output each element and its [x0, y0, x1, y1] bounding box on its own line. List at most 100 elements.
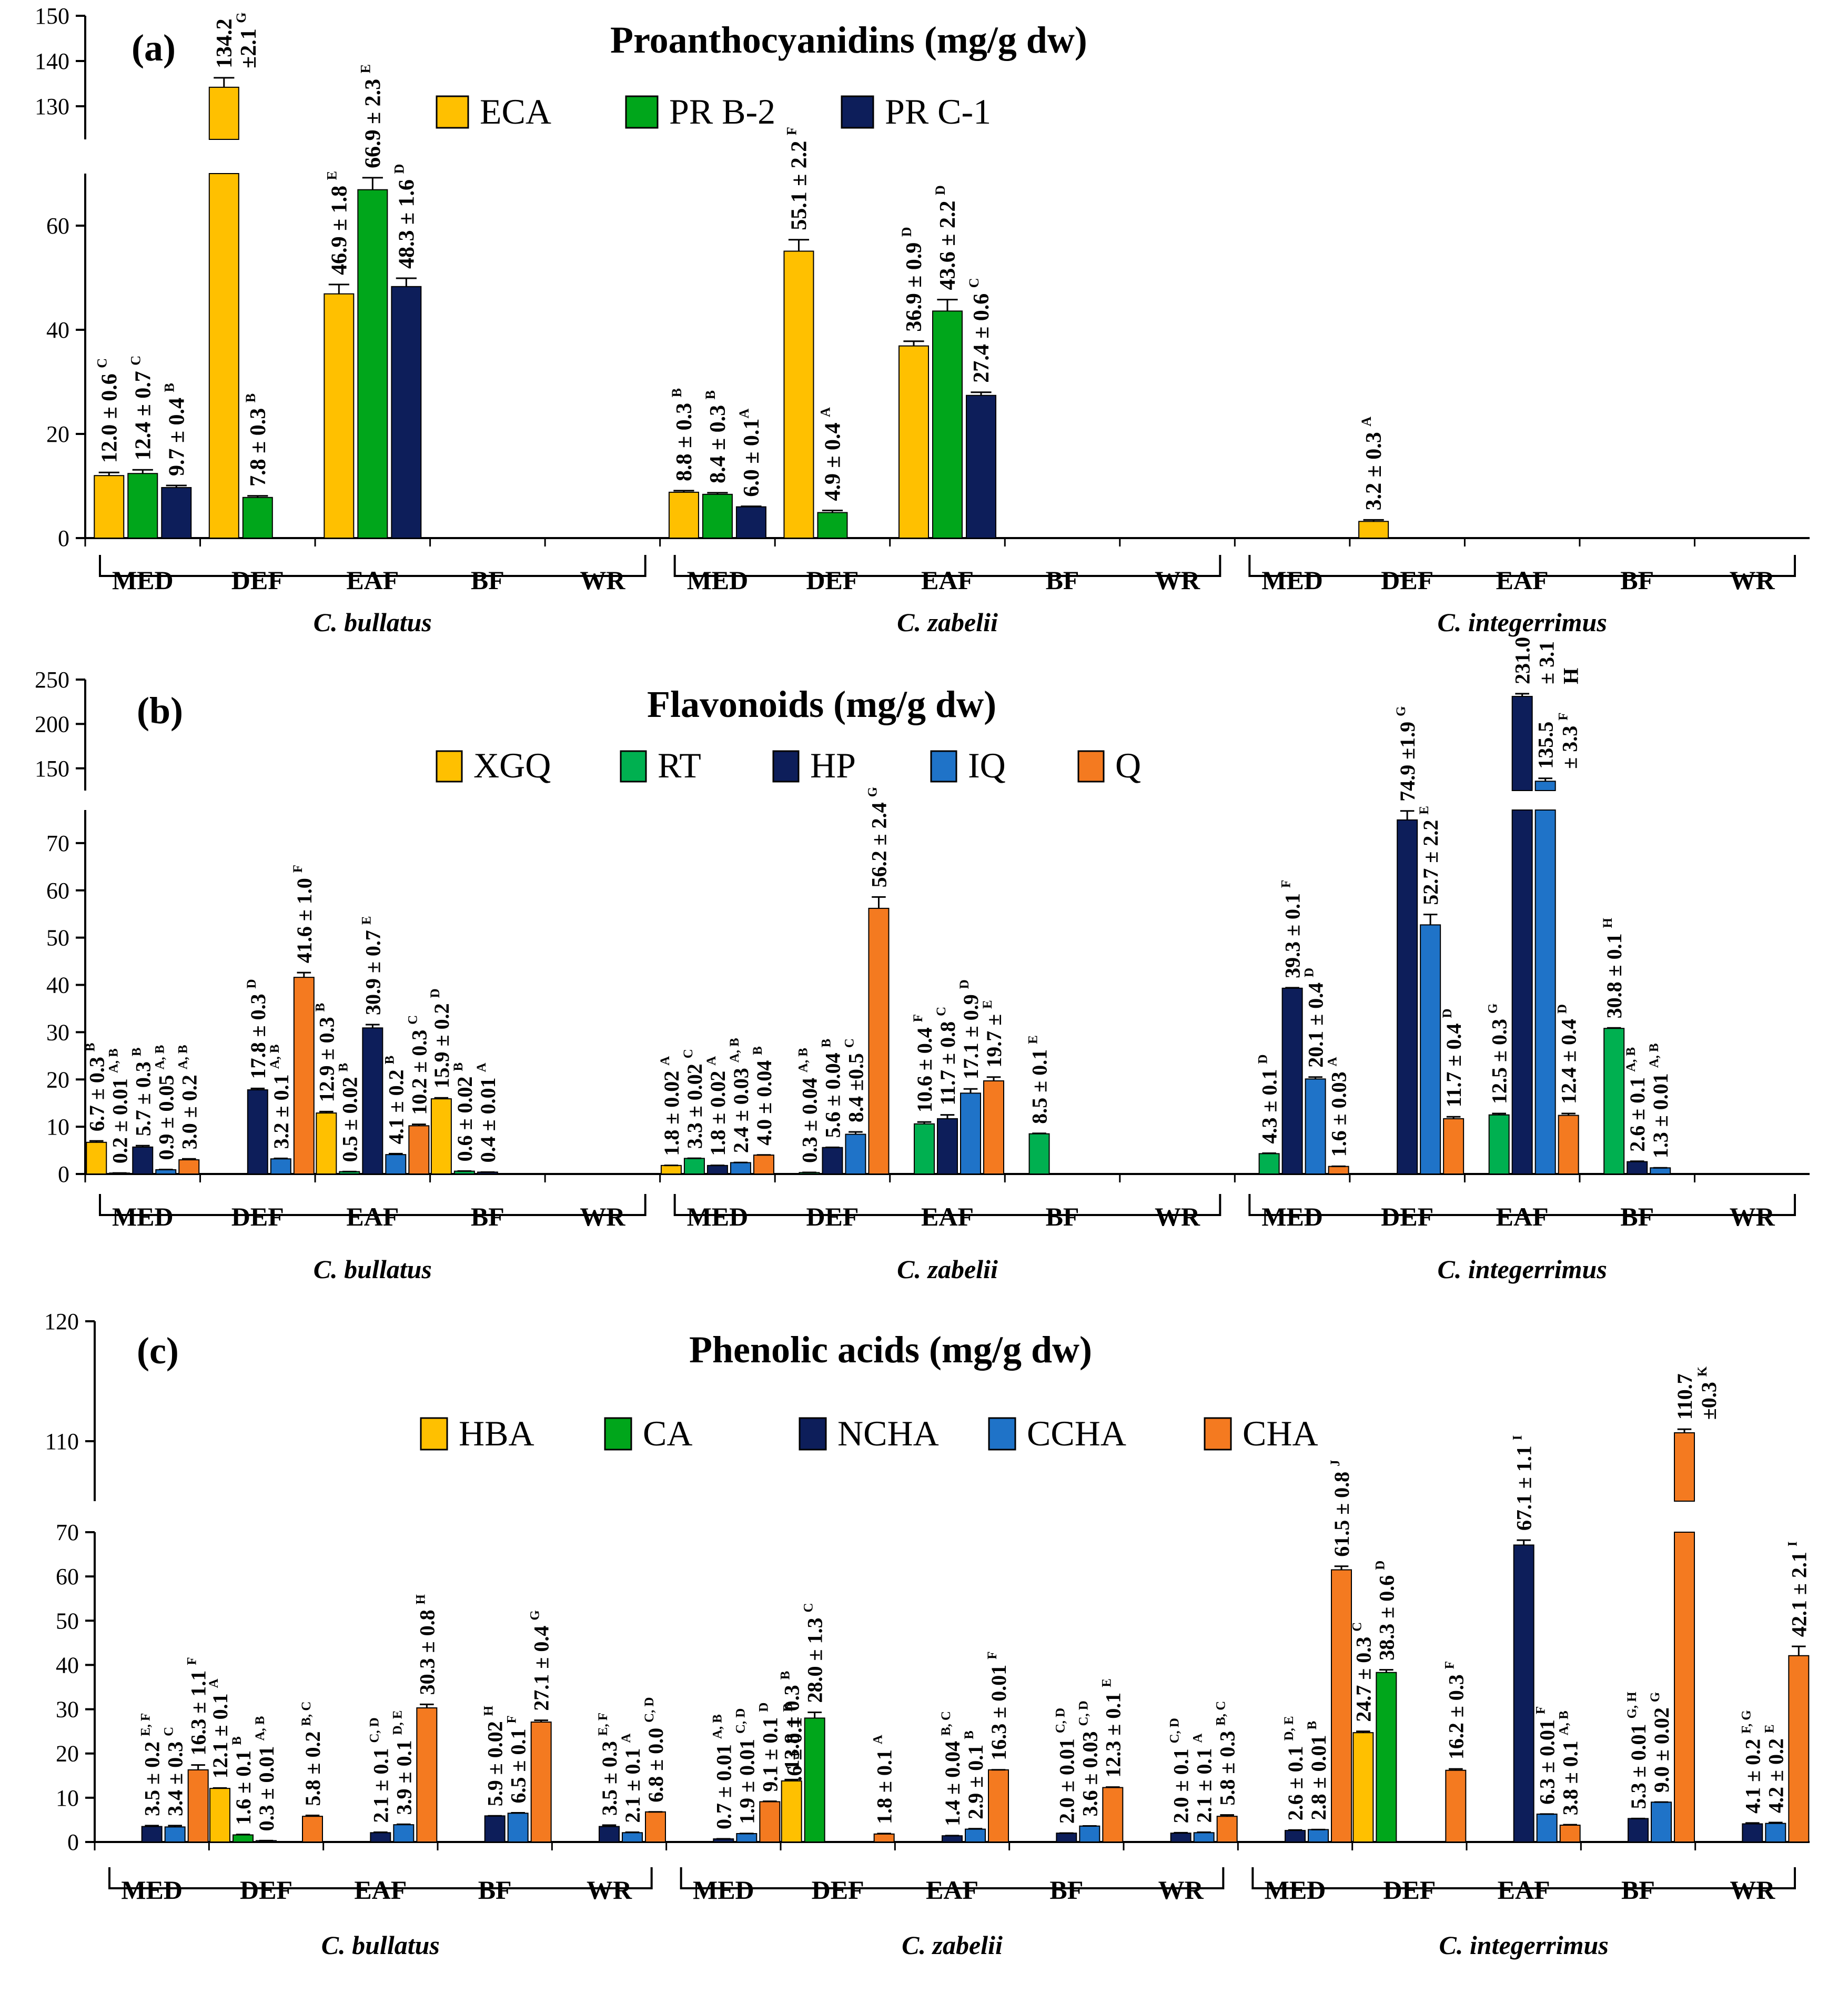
category-label-eaf: EAF	[346, 565, 399, 595]
bar-ccha-c-bullatus-wr	[622, 1832, 643, 1843]
bar-cha-c-bullatus-wr	[645, 1811, 666, 1843]
data-label: 2.1 ± 0.1 A	[1191, 1734, 1216, 1823]
data-label: 110.7	[1673, 1373, 1696, 1420]
data-label: 8.8 ± 0.3 B	[669, 388, 696, 481]
data-label: 1.8 ± 0.1 A	[871, 1735, 896, 1824]
data-label: 1.9 ± 0.01 C, D	[733, 1708, 759, 1824]
bar-cha-c-integerrimus-eaf	[1559, 1825, 1581, 1843]
data-label: 1.3 ± 0.01 A, B	[1647, 1043, 1672, 1158]
bar-pr-c-1-c-bullatus-med	[161, 487, 192, 539]
data-label: 5.7 ± 0.3 B	[129, 1048, 155, 1137]
group-bracket	[1248, 555, 1796, 577]
group-bracket	[1248, 1194, 1796, 1216]
data-label: 66.9 ± 2.3 E	[358, 64, 385, 168]
category-label-bf: BF	[478, 1875, 512, 1905]
category-label-bf: BF	[471, 565, 504, 595]
data-label: 1.8 ± 0.02 A	[704, 1056, 730, 1156]
data-label: 5.8 ± 0.2 B, C	[299, 1702, 325, 1806]
data-label: ±0.3 K	[1695, 1366, 1721, 1420]
bar-ccha-c-integerrimus-med	[1308, 1829, 1329, 1843]
bar-iq-c-integerrimus-def	[1420, 924, 1441, 1175]
data-label: 2.4 ± 0.03 A, B	[728, 1038, 753, 1153]
category-label-med: MED	[121, 1875, 183, 1905]
bar-ncha-c-zabelii-bf	[1056, 1833, 1077, 1843]
data-label: 12.5 ± 0.3 G	[1486, 1004, 1511, 1104]
bar-pr-b-2-c-bullatus-med	[127, 473, 158, 539]
bar-ncha-c-integerrimus-bf	[1628, 1818, 1649, 1843]
category-label-med: MED	[112, 1202, 174, 1231]
data-label: 39.3 ± 0.1 F	[1279, 880, 1305, 978]
data-label: 2.6 ± 0.1 B	[781, 1703, 806, 1792]
category-label-eaf: EAF	[921, 565, 974, 595]
bar-cha-c-bullatus-bf	[530, 1721, 552, 1843]
legend-label-q: Q	[1115, 745, 1141, 785]
bar-ca-c-integerrimus-def	[1376, 1672, 1397, 1843]
data-label: 6.3 ± 0.01 F	[1534, 1706, 1559, 1805]
category-label-med: MED	[693, 1875, 754, 1905]
data-label: 36.9 ± 0.9 D	[899, 227, 926, 331]
bar-q-c-zabelii-def	[868, 907, 890, 1175]
bar-ncha-c-zabelii-wr	[1170, 1833, 1191, 1843]
bar-hp-c-integerrimus-eaf	[1511, 809, 1533, 1175]
legend: HBA CA NCHA CCHA CHA	[420, 1413, 1318, 1453]
legend-label-hba: HBA	[459, 1413, 534, 1453]
category-label-wr: WR	[1155, 1202, 1200, 1231]
bar-ccha-c-zabelii-med	[736, 1833, 758, 1843]
data-label: 0.2 ± 0.01 A, B	[106, 1048, 132, 1163]
data-label: 4.1 ± 0.2 B	[382, 1056, 408, 1145]
bar-iq-c-integerrimus-bf	[1650, 1167, 1671, 1175]
bar-q-c-integerrimus-med	[1328, 1166, 1349, 1175]
data-label: 3.2 ± 0.3 A	[1359, 417, 1386, 511]
data-label: 9.7 ± 0.4 B	[161, 383, 189, 476]
panel-c: 0 10 20 30 40 50 60 70 110 120 MED DEF EAF BF WR MED DEF…	[44, 1309, 1811, 1960]
data-label: 0.4 ± 0.01 A	[474, 1062, 500, 1162]
category-label-def: DEF	[231, 565, 284, 595]
legend-swatch-ca	[604, 1417, 632, 1451]
category-label-wr: WR	[1155, 565, 1200, 595]
group-label-c-zabelii: C. zabelii	[897, 1254, 998, 1284]
data-label: 6.7 ± 0.3 B	[83, 1043, 108, 1132]
y-tick-label: 70	[56, 1520, 79, 1545]
bar-ccha-c-integerrimus-bf	[1651, 1801, 1672, 1843]
bar-xgq-c-bullatus-bf	[430, 1098, 452, 1175]
data-label: 67.1 ± 1.1 I	[1511, 1435, 1536, 1531]
y-tick-label: 40	[46, 973, 69, 998]
category-label-wr: WR	[1730, 1875, 1775, 1905]
y-tick-label: 50	[56, 1608, 79, 1634]
data-label: 9.0 ± 0.02 G	[1648, 1692, 1673, 1793]
data-label: 3.3 ± 0.02 C	[681, 1049, 706, 1149]
y-tick-label: 200	[35, 711, 69, 737]
bar-ca-c-bullatus-def	[233, 1834, 254, 1843]
bar-ccha-c-bullatus-bf	[507, 1813, 529, 1843]
data-label: 0.9 ± 0.05 A, B	[153, 1045, 178, 1160]
bar-rt-c-integerrimus-eaf	[1488, 1114, 1510, 1175]
data-label: 2.1 ± 0.1 C, D	[367, 1717, 392, 1823]
data-label: 61.5 ± 0.8 J	[1328, 1460, 1354, 1556]
data-label: 56.2 ± 2.4 G	[865, 787, 891, 887]
legend-swatch-xgq	[436, 750, 463, 783]
bar-eca-c-integerrimus-def	[1358, 521, 1389, 539]
category-label-eaf: EAF	[921, 1202, 974, 1231]
bar-hp-c-zabelii-med	[706, 1165, 728, 1175]
bar-cha-c-zabelii-med	[759, 1801, 781, 1843]
bar-hp-c-integerrimus-def	[1397, 819, 1418, 1175]
data-label: ± 3.3 F	[1557, 713, 1582, 769]
bar-rt-c-zabelii-med	[683, 1158, 705, 1175]
bar-ncha-c-integerrimus-wr	[1742, 1823, 1763, 1843]
data-label: 12.4 ± 0.4 D	[1556, 1004, 1581, 1104]
bar-hp-c-zabelii-def	[822, 1147, 843, 1175]
group-label-c-bullatus: C. bullatus	[314, 1254, 432, 1284]
bar-iq-c-bullatus-med	[155, 1169, 177, 1175]
y-tick-label: 40	[56, 1652, 79, 1678]
bar-iq-c-bullatus-def	[270, 1158, 291, 1175]
panel-a: 0 20 40 60 130 140 150 MED DEF EAF BF WR MED DEF EAF BF…	[35, 3, 1810, 637]
data-label: 74.9 ±1.9 G	[1394, 706, 1419, 802]
data-label: 17.1 ± 0.9 D	[957, 979, 983, 1079]
bar-ccha-c-bullatus-med	[164, 1826, 186, 1843]
bar-ncha-c-zabelii-eaf	[942, 1835, 963, 1843]
category-label-eaf: EAF	[1498, 1875, 1550, 1905]
data-label: 16.3 ± 1.1 F	[185, 1657, 210, 1755]
y-tick-label: 30	[46, 1019, 69, 1045]
y-tick-label: 50	[46, 925, 69, 951]
legend-label-cha: CHA	[1243, 1413, 1318, 1453]
